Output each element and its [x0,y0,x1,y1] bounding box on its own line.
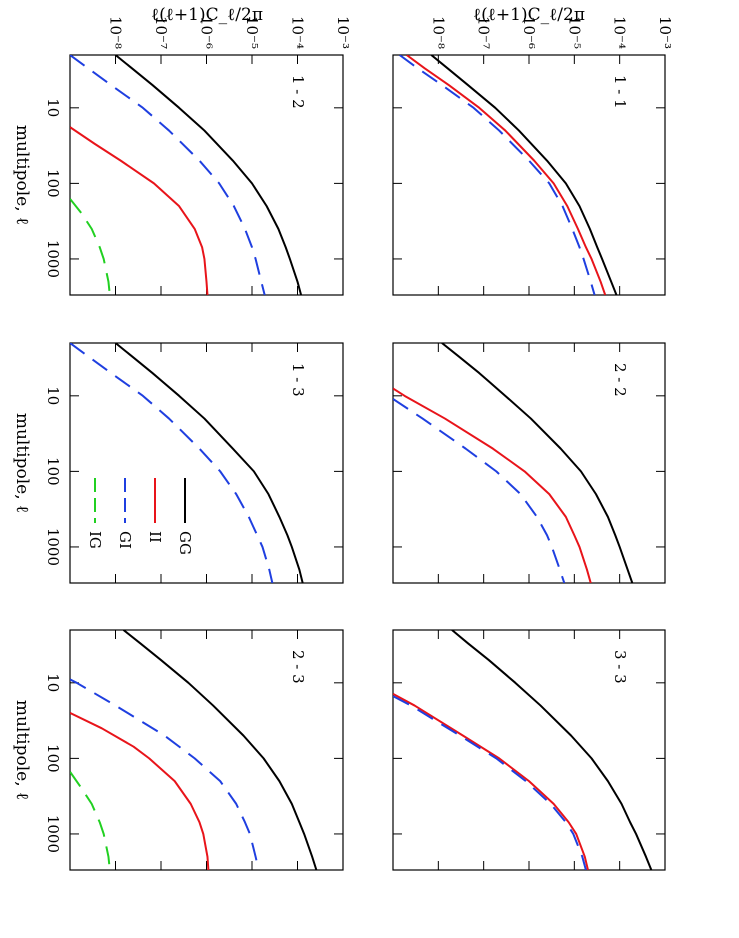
legend-label-GG: GG [176,531,194,555]
y-tick-label: 10⁻⁴ [289,16,307,49]
panels: 10⁻⁸ 10⁻⁷ 10⁻⁶ 10⁻⁵ 10⁻⁴ 10⁻³ 1 - 1 2 - 2 3 - 3 1… [12,5,674,871]
series-line-IG [70,198,111,295]
series-line-II [393,692,589,870]
x-axis-title: multipole, ℓ [12,700,32,800]
x-axis-title: multipole, ℓ [12,125,32,225]
y-tick-label: 10⁻³ [656,16,674,49]
x-tick-label: 100 [44,169,62,198]
series-line-GG [114,55,303,295]
x-tick-label: 10 [44,98,62,117]
curves [399,55,618,295]
legend-label-IG: IG [86,531,104,549]
curves [70,343,304,583]
panel-label: 1 - 2 [289,75,307,109]
series-line-II [70,126,209,295]
y-tick-label: 10⁻⁷ [152,16,170,49]
panel-1-2: 10 100 1000 10⁻⁸ 10⁻⁷ 10⁻⁶ 10⁻⁵ 10⁻⁴ 10⁻³ 1 - 2 [44,16,352,296]
panel-label: 2 - 2 [611,363,629,397]
y-tick-label: 10⁻⁴ [611,16,629,49]
y-tick-label: 10⁻⁶ [520,16,538,49]
panel-2-3: 10 100 1000 2 - 3 [44,629,344,871]
series-line-GI [393,398,566,583]
series-line-GG [114,343,304,583]
curves [393,630,653,870]
curves [70,630,318,870]
panel-label: 1 - 1 [611,75,629,109]
series-line-II [393,387,592,583]
x-tick-label: 1000 [44,240,62,278]
y-tick-label: 10⁻⁷ [475,16,493,49]
y-tick-label: 10⁻⁶ [198,16,216,49]
panel-1-1: 10⁻⁸ 10⁻⁷ 10⁻⁶ 10⁻⁵ 10⁻⁴ 10⁻³ 1 - 1 [392,16,674,296]
x-axis-title: multipole, ℓ [12,413,32,513]
legend: GG II GI IG [86,478,194,555]
x-tick-label: 1000 [44,815,62,853]
series-line-GI [399,55,596,295]
y-tick-label: 10⁻⁸ [429,16,447,49]
series-line-II [406,55,607,295]
panel-label: 3 - 3 [611,650,629,684]
x-tick-label: 1000 [44,528,62,566]
series-line-GI [393,695,587,870]
series-line-GI [70,343,274,583]
x-tick-label: 10 [44,673,62,692]
panel-label: 1 - 3 [289,363,307,397]
curves [70,55,303,295]
series-line-GI [70,678,260,870]
x-tick-label: 100 [44,457,62,486]
x-tick-label: 10 [44,386,62,405]
series-line-GG [441,343,634,583]
y-tick-label: 10⁻⁵ [243,16,261,49]
y-tick-label: 10⁻⁵ [565,16,583,49]
panel-3-3: 3 - 3 [392,629,666,871]
series-line-GG [122,630,318,870]
panel-1-3: 10 100 1000 1 - 3 GG II GI IG [44,342,344,584]
series-line-GG [451,630,653,870]
rotated-figure: 10⁻⁸ 10⁻⁷ 10⁻⁶ 10⁻⁵ 10⁻⁴ 10⁻³ 1 - 1 2 - 2 3 - 3 1… [12,5,674,871]
y-axis-title: ℓ(ℓ+1)C_ℓ/2π [151,5,263,25]
series-line-II [70,711,210,870]
panel-2-2: 2 - 2 [392,342,666,584]
series-line-GG [430,55,618,295]
y-tick-label: 10⁻⁸ [107,16,125,49]
y-tick-label: 10⁻³ [334,16,352,49]
panel-label: 2 - 3 [289,650,307,684]
series-line-IG [70,771,111,870]
x-tick-label: 100 [44,744,62,773]
curves [393,343,634,583]
series-line-GI [70,55,266,295]
y-axis-title: ℓ(ℓ+1)C_ℓ/2π [473,5,585,25]
legend-label-GI: GI [116,531,134,549]
legend-label-II: II [146,531,164,543]
